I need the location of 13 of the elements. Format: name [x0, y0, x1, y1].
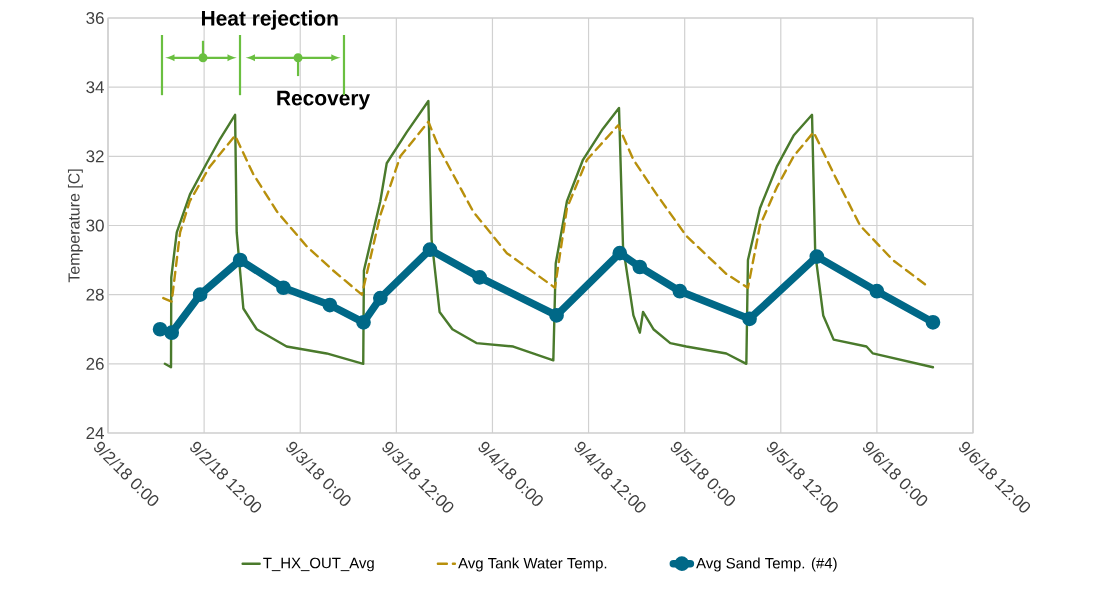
y-tick-label: 26 [86, 357, 104, 370]
annotation: Recovery [277, 90, 371, 110]
legend-label: Avg Sand Temp. (#4) [696, 557, 837, 572]
y-tick-label: 34 [86, 81, 104, 94]
y-tick-label: 24 [86, 427, 104, 439]
annotation: Heat rejection [201, 10, 338, 30]
y-tick-label: 30 [86, 219, 104, 232]
legend-label: Avg Tank Water Temp. [458, 557, 607, 572]
legend-label: T_HX_OUT_Avg [263, 557, 374, 572]
y-tick-label: 28 [86, 288, 104, 301]
y-tick-label: 32 [86, 150, 104, 163]
y-axis-title: Temperature [C] [67, 169, 83, 283]
y-tick-label: 36 [86, 11, 104, 24]
